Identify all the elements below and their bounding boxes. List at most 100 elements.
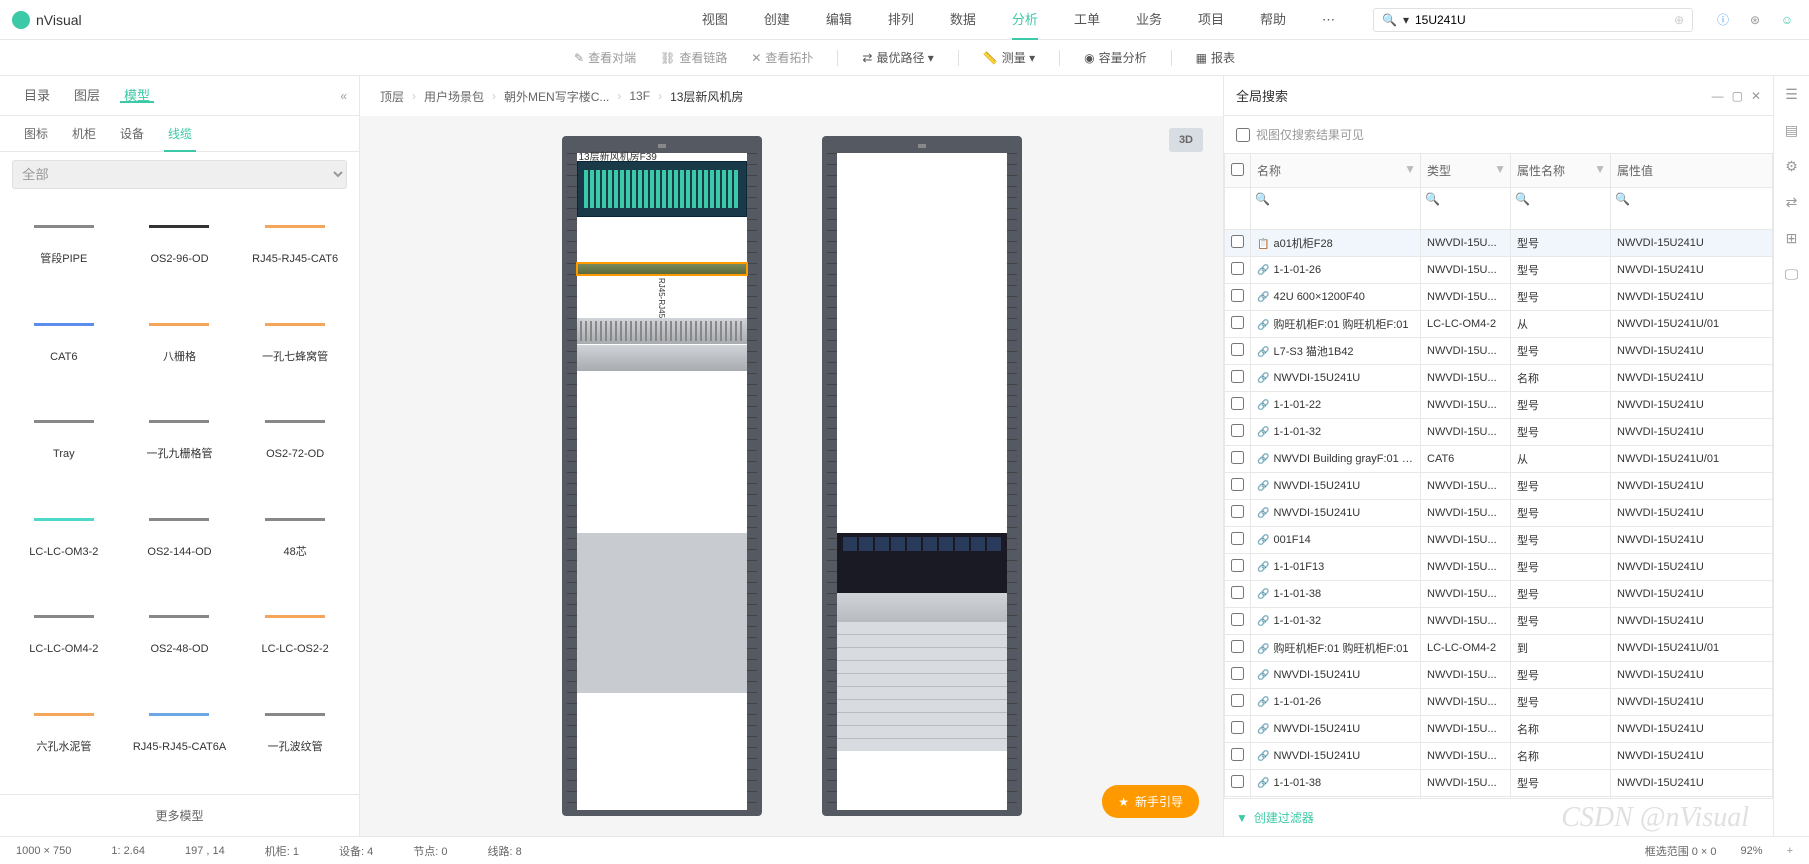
result-row[interactable]: 🔗1-1-01F13NWVDI-15U...型号NWVDI-15U241U bbox=[1225, 554, 1773, 581]
toolbar-报表[interactable]: ▦ 报表 bbox=[1196, 49, 1235, 66]
result-row[interactable]: 🔗1-1-01-38NWVDI-15U...型号NWVDI-15U241U bbox=[1225, 770, 1773, 797]
device-blank-panel[interactable] bbox=[577, 533, 747, 693]
model-CAT6[interactable]: CAT6 bbox=[8, 303, 120, 397]
row-checkbox[interactable] bbox=[1231, 559, 1244, 572]
col-attr[interactable]: 属性名称▼ bbox=[1511, 154, 1611, 188]
model-OS2-96-OD[interactable]: OS2-96-OD bbox=[124, 205, 236, 299]
global-search[interactable]: 🔍 ▾ ⊕ bbox=[1373, 8, 1693, 32]
result-row[interactable]: 🔗1-1-01-26NWVDI-15U...型号NWVDI-15U241U bbox=[1225, 257, 1773, 284]
rail-monitor-icon[interactable]: 🖵 bbox=[1782, 264, 1802, 284]
device-controller[interactable] bbox=[837, 593, 1007, 621]
more-models-button[interactable]: 更多模型 bbox=[0, 794, 359, 836]
model-OS2-48-OD[interactable]: OS2-48-OD bbox=[124, 595, 236, 689]
row-checkbox[interactable] bbox=[1231, 586, 1244, 599]
menu-视图[interactable]: 视图 bbox=[684, 0, 746, 40]
model-一孔七蜂窝管[interactable]: 一孔七蜂窝管 bbox=[239, 303, 351, 397]
filter-name-input[interactable] bbox=[1255, 206, 1416, 225]
sidebar-subtab-机柜[interactable]: 机柜 bbox=[60, 116, 108, 152]
row-checkbox[interactable] bbox=[1231, 316, 1244, 329]
row-checkbox[interactable] bbox=[1231, 262, 1244, 275]
model-六孔水泥管[interactable]: 六孔水泥管 bbox=[8, 693, 120, 787]
menu-创建[interactable]: 创建 bbox=[746, 0, 808, 40]
sidebar-tab-模型[interactable]: 模型 bbox=[112, 88, 162, 103]
menu-项目[interactable]: 项目 bbox=[1180, 0, 1242, 40]
filter-type-input[interactable] bbox=[1425, 206, 1506, 225]
model-八栅格[interactable]: 八栅格 bbox=[124, 303, 236, 397]
view-3d-button[interactable]: 3D bbox=[1169, 128, 1203, 152]
collapse-sidebar-icon[interactable]: « bbox=[340, 89, 347, 103]
filter-icon[interactable]: ▼ bbox=[1594, 162, 1606, 176]
settings-icon[interactable]: ⊛ bbox=[1745, 10, 1765, 30]
info-icon[interactable]: ⓘ bbox=[1713, 10, 1733, 30]
row-checkbox[interactable] bbox=[1231, 532, 1244, 545]
device-server-2[interactable] bbox=[577, 345, 747, 371]
result-row[interactable]: 🔗NWVDI-15U241UNWVDI-15U...型号NWVDI-15U241… bbox=[1225, 473, 1773, 500]
sidebar-subtab-设备[interactable]: 设备 bbox=[108, 116, 156, 152]
row-checkbox[interactable] bbox=[1231, 775, 1244, 788]
col-val[interactable]: 属性值 bbox=[1611, 154, 1773, 188]
model-LC-LC-OS2-2[interactable]: LC-LC-OS2-2 bbox=[239, 595, 351, 689]
result-row[interactable]: 🔗1-1-01-32NWVDI-15U...型号NWVDI-15U241U bbox=[1225, 419, 1773, 446]
sidebar-subtab-线缆[interactable]: 线缆 bbox=[156, 116, 204, 152]
result-row[interactable]: 🔗1-1-01-26NWVDI-15U...型号NWVDI-15U241U bbox=[1225, 689, 1773, 716]
model-一孔波纹管[interactable]: 一孔波纹管 bbox=[239, 693, 351, 787]
rail-grid-icon[interactable]: ⊞ bbox=[1782, 228, 1802, 248]
row-checkbox[interactable] bbox=[1231, 370, 1244, 383]
menu-帮助[interactable]: 帮助 bbox=[1242, 0, 1304, 40]
row-checkbox[interactable] bbox=[1231, 694, 1244, 707]
menu-业务[interactable]: 业务 bbox=[1118, 0, 1180, 40]
result-row[interactable]: 🔗购旺机柜F:01 购旺机柜F:01LC-LC-OM4-2从NWVDI-15U2… bbox=[1225, 311, 1773, 338]
menu-编辑[interactable]: 编辑 bbox=[808, 0, 870, 40]
row-checkbox[interactable] bbox=[1231, 343, 1244, 356]
result-row[interactable]: 📋a01机柜F28NWVDI-15U...型号NWVDI-15U241U bbox=[1225, 230, 1773, 257]
logo[interactable]: nVisual bbox=[12, 11, 82, 29]
model-OS2-144-OD[interactable]: OS2-144-OD bbox=[124, 498, 236, 592]
rail-swap-icon[interactable]: ⇄ bbox=[1782, 192, 1802, 212]
row-checkbox[interactable] bbox=[1231, 235, 1244, 248]
row-checkbox[interactable] bbox=[1231, 397, 1244, 410]
zoom-out-icon[interactable]: + bbox=[1787, 845, 1793, 857]
breadcrumb-4[interactable]: 13层新风机房 bbox=[670, 88, 743, 105]
row-checkbox[interactable] bbox=[1231, 424, 1244, 437]
search-target-icon[interactable]: ⊕ bbox=[1674, 13, 1684, 27]
maximize-icon[interactable]: ▢ bbox=[1732, 89, 1743, 103]
model-LC-LC-OM4-2[interactable]: LC-LC-OM4-2 bbox=[8, 595, 120, 689]
result-row[interactable]: 🔗NWVDI Building grayF:01 NWVDCAT6从NWVDI-… bbox=[1225, 446, 1773, 473]
row-checkbox[interactable] bbox=[1231, 640, 1244, 653]
sidebar-subtab-图标[interactable]: 图标 bbox=[12, 116, 60, 152]
row-checkbox[interactable] bbox=[1231, 613, 1244, 626]
menu-分析[interactable]: 分析 bbox=[994, 0, 1056, 40]
create-filter-button[interactable]: ▼ 创建过滤器 bbox=[1224, 798, 1773, 836]
canvas[interactable]: 3D 13层新风机房F39 RJ45-RJ45-CAT bbox=[360, 116, 1223, 836]
result-row[interactable]: 🔗1-1-01-38NWVDI-15U...型号NWVDI-15U241U bbox=[1225, 581, 1773, 608]
model-RJ45-RJ45-CAT6A[interactable]: RJ45-RJ45-CAT6A bbox=[124, 693, 236, 787]
rail-link-icon[interactable]: ⚙ bbox=[1782, 156, 1802, 176]
visible-only-checkbox[interactable] bbox=[1236, 128, 1250, 142]
filter-attr-input[interactable] bbox=[1515, 206, 1606, 225]
device-storage[interactable] bbox=[837, 533, 1007, 593]
result-row[interactable]: 🔗42U 600×1200F40NWVDI-15U...型号NWVDI-15U2… bbox=[1225, 284, 1773, 311]
result-row[interactable]: 🔗NWVDI-15U241UNWVDI-15U...型号NWVDI-15U241… bbox=[1225, 662, 1773, 689]
row-checkbox[interactable] bbox=[1231, 748, 1244, 761]
row-checkbox[interactable] bbox=[1231, 505, 1244, 518]
model-48芯[interactable]: 48芯 bbox=[239, 498, 351, 592]
result-row[interactable]: 🔗NWVDI-15U241UNWVDI-15U...型号NWVDI-15U241… bbox=[1225, 500, 1773, 527]
filter-icon[interactable]: ▼ bbox=[1404, 162, 1416, 176]
rack-1[interactable]: 13层新风机房F39 RJ45-RJ45-CAT bbox=[562, 136, 762, 816]
sidebar-tab-目录[interactable]: 目录 bbox=[12, 88, 62, 103]
menu-more[interactable]: ⋯ bbox=[1304, 0, 1353, 40]
row-checkbox[interactable] bbox=[1231, 451, 1244, 464]
device-server-1[interactable] bbox=[577, 318, 747, 344]
result-row[interactable]: 🔗NWVDI-15U241UNWVDI-15U...名称NWVDI-15U241… bbox=[1225, 365, 1773, 392]
select-all-checkbox[interactable] bbox=[1231, 163, 1244, 176]
sidebar-tab-图层[interactable]: 图层 bbox=[62, 88, 112, 103]
device-disk-shelf[interactable] bbox=[837, 621, 1007, 751]
device-patch-panel[interactable] bbox=[577, 263, 747, 275]
toolbar-容量分析[interactable]: ◉ 容量分析 bbox=[1084, 49, 1147, 66]
rail-list-icon[interactable]: ▤ bbox=[1782, 120, 1802, 140]
breadcrumb-1[interactable]: 用户场景包 bbox=[424, 88, 484, 105]
model-OS2-72-OD[interactable]: OS2-72-OD bbox=[239, 400, 351, 494]
menu-数据[interactable]: 数据 bbox=[932, 0, 994, 40]
filter-val-input[interactable] bbox=[1615, 206, 1768, 225]
result-row[interactable]: 🔗1-1-01-22NWVDI-15U...型号NWVDI-15U241U bbox=[1225, 392, 1773, 419]
